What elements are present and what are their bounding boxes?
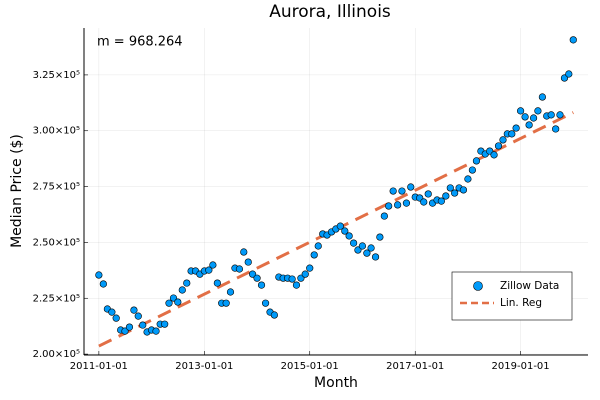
x-tick-label: 2011-01-01	[70, 361, 128, 372]
legend-label: Lin. Reg	[500, 297, 542, 309]
x-tick-label: 2017-01-01	[386, 361, 444, 372]
data-point	[494, 142, 503, 150]
grid	[84, 28, 588, 355]
data-point	[336, 222, 344, 230]
data-point	[424, 190, 432, 198]
data-point	[183, 279, 191, 287]
y-tick-label: 2.50×10⁵	[33, 237, 80, 248]
data-point	[363, 249, 371, 257]
x-tick-label: 2015-01-01	[281, 361, 339, 372]
data-point	[253, 274, 261, 282]
data-point	[174, 298, 182, 306]
data-point	[556, 111, 564, 119]
data-point	[108, 308, 116, 316]
data-point	[451, 189, 459, 197]
y-tick-label: 3.00×10⁵	[33, 126, 80, 137]
data-point	[371, 253, 380, 261]
data-point	[226, 288, 235, 296]
data-point	[292, 281, 301, 289]
data-point	[394, 201, 402, 209]
data-point	[354, 246, 362, 254]
data-point	[121, 327, 129, 335]
y-tick-label: 2.75×10⁵	[33, 182, 80, 193]
data-point	[376, 233, 384, 241]
x-axis-label: Month	[314, 375, 358, 391]
data-point	[512, 124, 520, 132]
data-point	[257, 281, 266, 289]
legend-marker	[473, 281, 483, 291]
data-point	[569, 36, 577, 44]
data-point	[521, 113, 529, 121]
data-point	[240, 248, 248, 256]
data-point	[161, 320, 169, 328]
data-point	[534, 107, 542, 115]
data-point	[437, 197, 445, 205]
data-point	[472, 157, 481, 165]
data-point	[222, 299, 230, 307]
y-tick-label: 3.25×10⁵	[33, 70, 80, 81]
data-point	[402, 199, 411, 207]
data-point	[213, 279, 221, 287]
data-point	[244, 258, 252, 266]
data-point	[385, 202, 393, 210]
data-point	[261, 299, 270, 307]
data-point	[468, 166, 476, 174]
data-point	[529, 114, 538, 122]
data-point	[380, 212, 388, 220]
data-point	[508, 130, 516, 138]
data-point	[398, 187, 406, 195]
data-point	[389, 187, 397, 195]
data-point	[367, 244, 375, 252]
data-point	[178, 286, 186, 294]
data-point	[125, 323, 134, 331]
legend-label: Zillow Data	[500, 280, 559, 292]
data-point	[306, 264, 314, 272]
x-tick-label: 2019-01-01	[492, 361, 550, 372]
chart-title: Aurora, Illinois	[269, 2, 391, 22]
y-axis-label: Median Price ($)	[9, 134, 25, 248]
data-point	[565, 70, 573, 78]
data-point	[152, 327, 160, 335]
x-tick-label: 2013-01-01	[175, 361, 233, 372]
y-tick-label: 2.00×10⁵	[33, 349, 80, 360]
data-point	[112, 314, 120, 322]
data-point	[134, 312, 142, 320]
data-point	[442, 192, 450, 200]
data-point	[270, 311, 278, 319]
data-point	[248, 270, 257, 278]
data-point	[420, 198, 428, 206]
data-point	[341, 227, 349, 235]
data-point	[552, 125, 560, 133]
data-point	[407, 183, 415, 191]
data-point	[209, 261, 217, 269]
data-point	[314, 242, 322, 250]
data-point	[525, 121, 533, 129]
data-point	[516, 107, 525, 115]
data-point	[499, 136, 507, 144]
data-point	[235, 265, 244, 273]
annotation: m = 968.264	[97, 35, 183, 50]
data-point	[310, 251, 318, 259]
y-tick-label: 2.25×10⁵	[33, 293, 80, 304]
data-point	[350, 239, 358, 247]
data-point	[538, 93, 546, 101]
data-point	[205, 266, 213, 274]
data-point	[130, 306, 138, 314]
data-point	[490, 151, 498, 159]
data-point	[464, 175, 472, 183]
data-point	[446, 184, 454, 192]
data-point	[95, 271, 103, 279]
data-point	[99, 280, 107, 288]
legend-box	[451, 271, 573, 321]
data-point	[358, 242, 367, 250]
data-point	[139, 321, 147, 329]
data-point	[547, 111, 555, 119]
data-point	[459, 186, 468, 194]
data-point	[301, 270, 309, 278]
data-point	[345, 232, 353, 240]
data-point	[288, 275, 296, 283]
data-point	[165, 299, 173, 307]
